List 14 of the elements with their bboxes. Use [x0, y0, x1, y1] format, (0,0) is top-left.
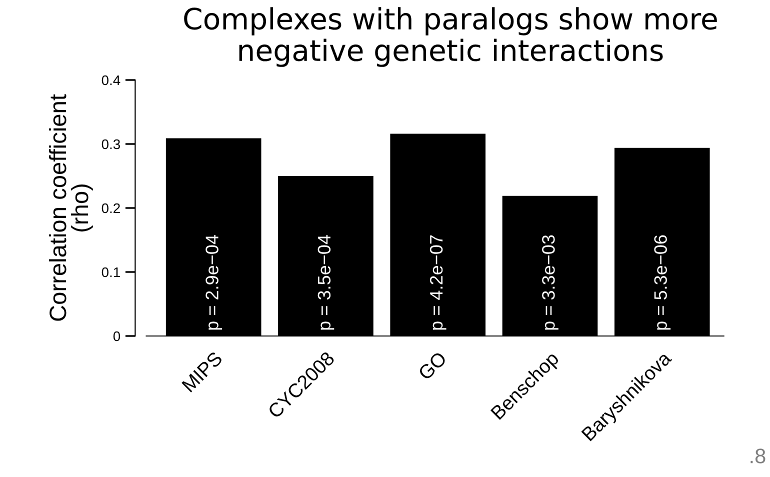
x-tick-label: GO — [418, 350, 448, 381]
y-axis-title: Correlation coefficient (rho) — [48, 94, 93, 321]
data-label: p = 2.9e−04 — [206, 235, 222, 330]
y-tick-label: 0.4 — [102, 75, 120, 86]
y-tick-label: 0.3 — [102, 139, 120, 150]
y-tick-label: 0.2 — [102, 203, 120, 214]
text: .8 — [750, 448, 766, 464]
y-tick-label: 0.1 — [102, 267, 120, 278]
data-label: p = 3.5e−04 — [318, 235, 334, 330]
data-label: p = 4.2e−07 — [430, 235, 446, 330]
chart-title: Complexes with paralogs show more negative genetic interactions — [184, 7, 717, 67]
data-label: p = 3.3e−03 — [542, 235, 558, 330]
y-tick-label: 0 — [113, 331, 120, 342]
data-label: p = 5.3e−06 — [654, 235, 671, 330]
